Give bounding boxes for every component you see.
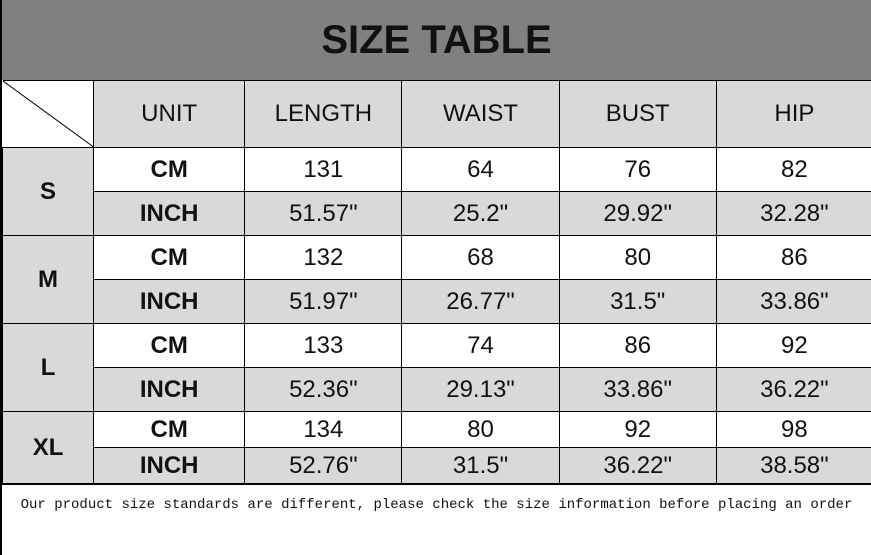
- measurement-cell: 80: [401, 411, 560, 448]
- size-table: UNIT LENGTH WAIST BUST HIP S CM 131 64 76 82 I…: [2, 80, 871, 484]
- measurement-cell: 92: [715, 323, 871, 368]
- size-label: L: [2, 323, 95, 412]
- size-disclaimer-note: Our product size standards are different…: [2, 484, 871, 555]
- measurement-cell: 92: [558, 411, 717, 448]
- column-header-hip: HIP: [715, 80, 871, 148]
- measurement-cell: 133: [244, 323, 403, 368]
- unit-cell: CM: [93, 323, 246, 368]
- header-row: UNIT LENGTH WAIST BUST HIP: [2, 80, 871, 148]
- size-label: S: [2, 147, 95, 236]
- table-row: S CM 131 64 76 82: [2, 147, 871, 236]
- size-label: XL: [2, 411, 95, 484]
- table-row: INCH 51.97" 26.77" 31.5" 33.86": [3, 279, 871, 324]
- table-row: INCH 52.76" 31.5" 36.22" 38.58": [3, 447, 871, 484]
- measurement-cell: 52.76": [244, 447, 403, 484]
- unit-cell: CM: [93, 235, 246, 280]
- measurement-cell: 74: [401, 323, 560, 368]
- measurement-cell: 51.97": [244, 279, 403, 324]
- measurement-cell: 131: [244, 147, 403, 192]
- measurement-cell: 51.57": [244, 191, 403, 236]
- measurement-cell: 86: [715, 235, 871, 280]
- column-header-length: LENGTH: [244, 80, 403, 148]
- measurement-cell: 29.13": [401, 367, 560, 412]
- column-header-bust: BUST: [558, 80, 717, 148]
- table-row: INCH 51.57" 25.2" 29.92" 32.28": [3, 191, 871, 236]
- unit-cell: INCH: [93, 279, 246, 324]
- measurement-cell: 25.2": [401, 191, 560, 236]
- measurement-cell: 31.5": [558, 279, 717, 324]
- column-header-waist: WAIST: [401, 80, 560, 148]
- measurement-cell: 26.77": [401, 279, 560, 324]
- measurement-cell: 36.22": [715, 367, 871, 412]
- measurement-cell: 76: [558, 147, 717, 192]
- measurement-cell: 31.5": [401, 447, 560, 484]
- measurement-cell: 82: [715, 147, 871, 192]
- measurement-cell: 52.36": [244, 367, 403, 412]
- unit-cell: CM: [93, 147, 246, 192]
- measurement-cell: 132: [244, 235, 403, 280]
- measurement-cell: 86: [558, 323, 717, 368]
- measurement-cell: 36.22": [558, 447, 717, 484]
- measurement-cell: 29.92": [558, 191, 717, 236]
- table-row: INCH 52.36" 29.13" 33.86" 36.22": [3, 367, 871, 412]
- measurement-cell: 33.86": [558, 367, 717, 412]
- size-label: M: [2, 235, 95, 324]
- measurement-cell: 33.86": [715, 279, 871, 324]
- unit-cell: INCH: [93, 191, 246, 236]
- measurement-cell: 98: [715, 411, 871, 448]
- measurement-cell: 80: [558, 235, 717, 280]
- measurement-cell: 64: [401, 147, 560, 192]
- unit-cell: INCH: [93, 447, 246, 484]
- page-title: SIZE TABLE: [2, 0, 871, 80]
- unit-cell: INCH: [93, 367, 246, 412]
- diagonal-corner-cell: [2, 80, 95, 148]
- measurement-cell: 38.58": [715, 447, 871, 484]
- table-row: L CM 133 74 86 92: [2, 323, 871, 412]
- measurement-cell: 32.28": [715, 191, 871, 236]
- measurement-cell: 68: [401, 235, 560, 280]
- table-row: M CM 132 68 80 86: [2, 235, 871, 324]
- table-row: XL CM 134 80 92 98: [2, 411, 871, 484]
- measurement-cell: 134: [244, 411, 403, 448]
- unit-cell: CM: [93, 411, 246, 448]
- column-header-unit: UNIT: [93, 80, 246, 148]
